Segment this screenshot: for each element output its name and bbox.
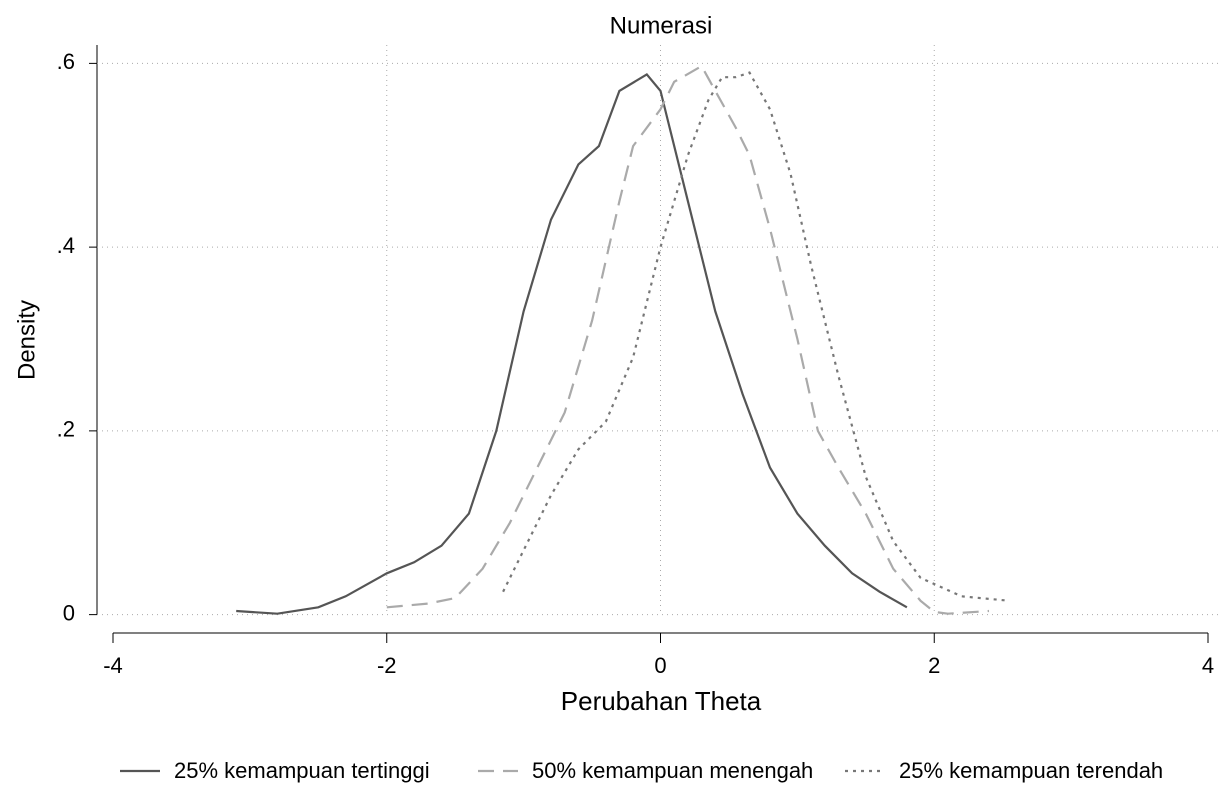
legend-label: 50% kemampuan menengah [532, 758, 813, 783]
legend-label: 25% kemampuan tertinggi [174, 758, 430, 783]
x-axis-label: Perubahan Theta [561, 686, 762, 716]
x-tick-label: 4 [1202, 653, 1214, 678]
legend-label: 25% kemampuan terendah [899, 758, 1163, 783]
x-tick-label: 2 [928, 653, 940, 678]
density-line [386, 64, 990, 615]
chart-title: Numerasi [610, 12, 713, 39]
x-tick-label: -4 [103, 653, 123, 678]
y-axis-label: Density [13, 300, 40, 380]
y-tick-label: .6 [57, 49, 75, 74]
density-line [236, 72, 908, 615]
y-tick-label: .2 [57, 417, 75, 442]
y-tick-label: .4 [57, 233, 75, 258]
x-tick-label: -2 [377, 653, 397, 678]
density-line [502, 71, 1010, 602]
x-tick-label: 0 [654, 653, 666, 678]
y-tick-label: 0 [63, 600, 75, 625]
